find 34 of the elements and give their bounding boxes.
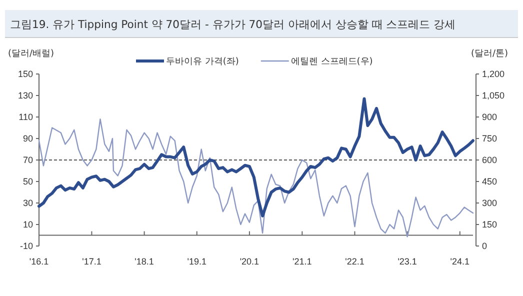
- y-tick-label: -10: [20, 240, 33, 251]
- x-tick-label: '16.1: [29, 256, 49, 266]
- y-tick-label: 70: [22, 154, 33, 165]
- y-axis-title: (달러/배럴): [8, 49, 54, 59]
- y-tick-label: 110: [18, 112, 33, 122]
- x-tick-label: '20.1: [240, 256, 260, 266]
- line-series: [38, 118, 474, 238]
- y-tick-label: 150: [18, 68, 33, 79]
- y-tick-label: 90: [22, 133, 33, 144]
- x-tick-label: '24.1: [450, 256, 470, 266]
- x-tick-label: '22.1: [345, 256, 364, 266]
- x-tick-label: '17.1: [82, 256, 102, 266]
- y2-tick-label: 1,200: [482, 68, 505, 79]
- y2-tick-label: 1,050: [482, 90, 505, 100]
- y2-tick-label: 150: [482, 219, 498, 230]
- x-tick-label: '23.1: [398, 256, 417, 266]
- y-tick-label: 50: [22, 176, 33, 186]
- y2-tick-label: 900: [482, 112, 498, 122]
- y2-tick-label: 600: [482, 154, 498, 165]
- x-tick-label: '18.1: [134, 256, 154, 266]
- y2-tick-label: 300: [482, 198, 498, 208]
- legend-label: 두바이유 가격(좌): [166, 57, 239, 67]
- x-tick-label: '21.1: [292, 256, 312, 266]
- y-tick-label: 30: [22, 198, 33, 208]
- chart-title: 그림19. 유가 Tipping Point 약 70달러 - 유가가 70달러 아래에서 상승할 때 스프레드 강세: [10, 18, 456, 31]
- legend-label: 에틸렌 스프레드(우): [290, 57, 373, 67]
- x-tick-label: '19.1: [187, 256, 206, 266]
- y2-tick-label: 750: [482, 133, 498, 144]
- line-series: [38, 97, 474, 218]
- y-tick-label: 130: [18, 90, 33, 100]
- y-tick-label: 10: [22, 219, 33, 230]
- y2-axis-title: (달러/톤): [470, 49, 508, 59]
- y2-tick-label: 0: [482, 240, 488, 251]
- y2-tick-label: 450: [482, 176, 498, 186]
